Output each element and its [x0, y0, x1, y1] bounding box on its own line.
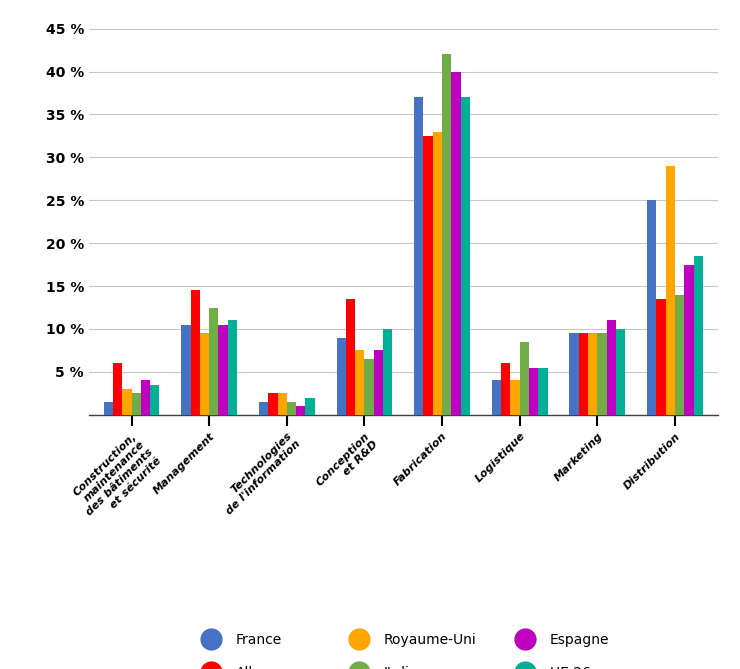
Bar — [414, 97, 423, 415]
Bar — [209, 308, 218, 415]
Bar — [374, 351, 383, 415]
Bar — [693, 256, 703, 415]
Bar — [442, 54, 451, 415]
Bar — [666, 166, 675, 415]
Bar — [539, 367, 548, 415]
Bar — [492, 381, 501, 415]
Bar — [519, 342, 529, 415]
Bar — [597, 333, 607, 415]
Bar — [607, 320, 616, 415]
Bar — [346, 299, 355, 415]
Bar — [287, 402, 296, 415]
Bar — [122, 389, 132, 415]
Bar — [218, 324, 228, 415]
Bar — [132, 393, 141, 415]
Bar — [355, 351, 365, 415]
Bar — [306, 397, 314, 415]
Bar — [190, 290, 200, 415]
Bar — [278, 393, 287, 415]
Bar — [259, 402, 268, 415]
Bar — [337, 338, 346, 415]
Bar — [529, 367, 539, 415]
Bar — [113, 363, 122, 415]
Bar — [461, 97, 470, 415]
Bar — [656, 299, 666, 415]
Bar — [684, 265, 693, 415]
Bar — [501, 363, 511, 415]
Bar — [228, 320, 237, 415]
Bar — [383, 329, 392, 415]
Bar — [579, 333, 588, 415]
Bar — [648, 200, 656, 415]
Bar — [268, 393, 278, 415]
Bar — [141, 381, 150, 415]
Bar — [588, 333, 597, 415]
Bar — [675, 294, 684, 415]
Bar — [433, 132, 442, 415]
Bar — [511, 381, 519, 415]
Bar — [365, 359, 374, 415]
Bar — [570, 333, 579, 415]
Bar — [200, 333, 209, 415]
Bar — [296, 406, 306, 415]
Bar — [150, 385, 159, 415]
Bar — [104, 402, 113, 415]
Bar — [423, 136, 433, 415]
Bar — [181, 324, 190, 415]
Legend: France, Allemagne, Royaume-Uni, Italie, Espagne, UE 26: France, Allemagne, Royaume-Uni, Italie, … — [192, 627, 615, 669]
Bar — [616, 329, 625, 415]
Bar — [451, 72, 461, 415]
